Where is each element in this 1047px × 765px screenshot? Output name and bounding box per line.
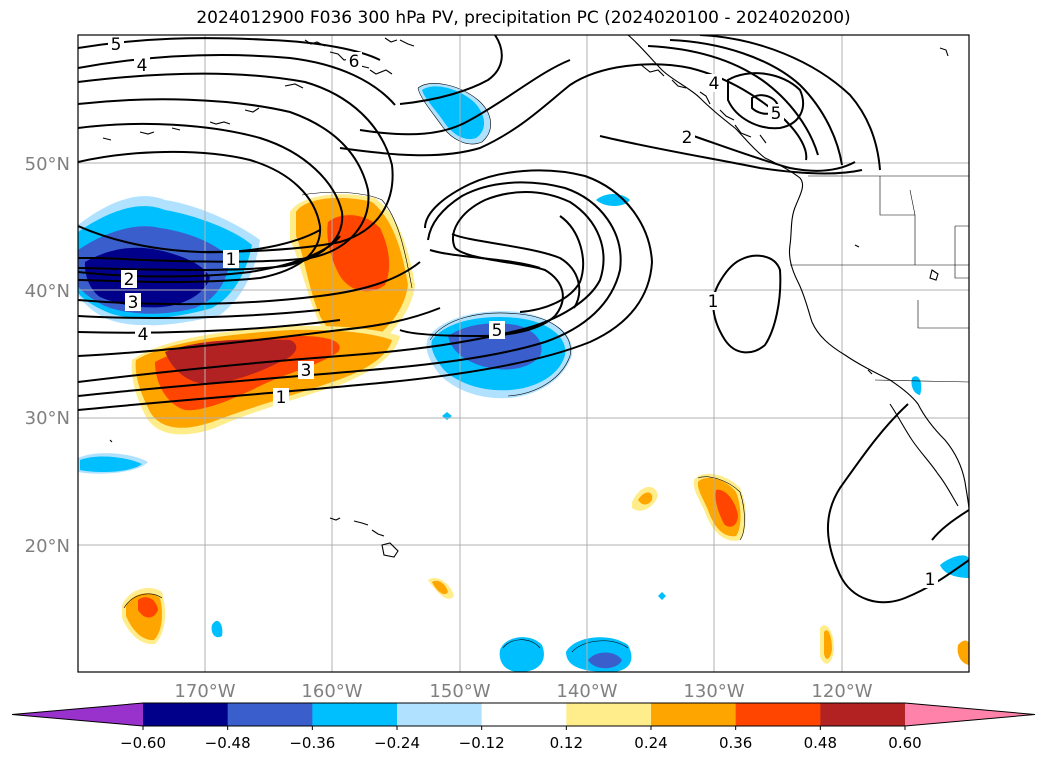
colorbar-tick-label: 0.12 (550, 734, 583, 752)
colorbar-segment (651, 703, 737, 726)
colorbar: −0.60 −0.48 −0.36 −0.24 −0.12 0.12 0.24 0.36 0.4… (11, 702, 1036, 752)
pv-contours (78, 35, 969, 604)
colorbar-segment (820, 703, 906, 726)
colorbar-extend-high (905, 703, 1035, 726)
map-title: 2024012900 F036 300 hPa PV, precipitatio… (196, 8, 851, 28)
contour-label: 3 (128, 293, 139, 313)
colorbar-segment (735, 703, 821, 726)
contour-label: 1 (925, 570, 936, 590)
colorbar-tick-label: −0.24 (374, 734, 420, 752)
colorbar-tick-label: 0.60 (888, 734, 921, 752)
colorbar-tick-label: 0.36 (719, 734, 752, 752)
contour-label: 5 (111, 35, 122, 55)
contour-label: 2 (682, 128, 693, 148)
contour-label: 5 (492, 321, 503, 341)
lon-label: 120°W (811, 681, 872, 702)
colorbar-segment (312, 703, 398, 726)
contour-label: 1 (276, 388, 287, 408)
colorbar-tick-label: −0.12 (459, 734, 505, 752)
colorbar-tick-label: −0.36 (289, 734, 335, 752)
lon-label: 150°W (429, 681, 490, 702)
lon-label: 170°W (174, 681, 235, 702)
lat-label: 20°N (25, 536, 70, 557)
precip-negative-areas (78, 83, 969, 672)
contour-label: 6 (349, 52, 360, 72)
colorbar-extend-low (12, 703, 143, 726)
colorbar-tick-label: 0.48 (804, 734, 837, 752)
contour-labels: 5 4 6 4 2 5 1 2 3 4 5 1 3 1 (108, 35, 938, 590)
contour-label: 5 (771, 104, 782, 124)
contour-label: 1 (708, 292, 719, 312)
lon-label: 160°W (301, 681, 362, 702)
contour-label: 3 (301, 361, 312, 381)
contour-label: 2 (124, 270, 135, 290)
contour-label: 4 (137, 56, 148, 76)
lat-label: 30°N (25, 408, 70, 429)
contour-label: 1 (226, 250, 237, 270)
lat-labels: 50°N 40°N 30°N 20°N (25, 154, 70, 557)
lat-label: 40°N (25, 281, 70, 302)
lon-label: 140°W (556, 681, 617, 702)
colorbar-segment (566, 703, 652, 726)
colorbar-segment (143, 703, 229, 726)
lon-label: 130°W (683, 681, 744, 702)
colorbar-segment (227, 703, 313, 726)
map-frame (77, 34, 970, 673)
lat-label: 50°N (25, 154, 70, 175)
colorbar-segment (397, 703, 483, 726)
colorbar-tick-label: 0.24 (634, 734, 667, 752)
country-borders (790, 175, 969, 383)
colorbar-tick-label: −0.48 (205, 734, 251, 752)
contour-label: 4 (709, 74, 720, 94)
colorbar-segment (481, 703, 567, 726)
contour-label: 4 (138, 325, 149, 345)
precip-outlines (123, 83, 745, 653)
lon-labels: 170°W 160°W 150°W 140°W 130°W 120°W (174, 681, 872, 702)
colorbar-tick-label: −0.60 (120, 734, 166, 752)
precip-positive-areas (122, 194, 969, 665)
